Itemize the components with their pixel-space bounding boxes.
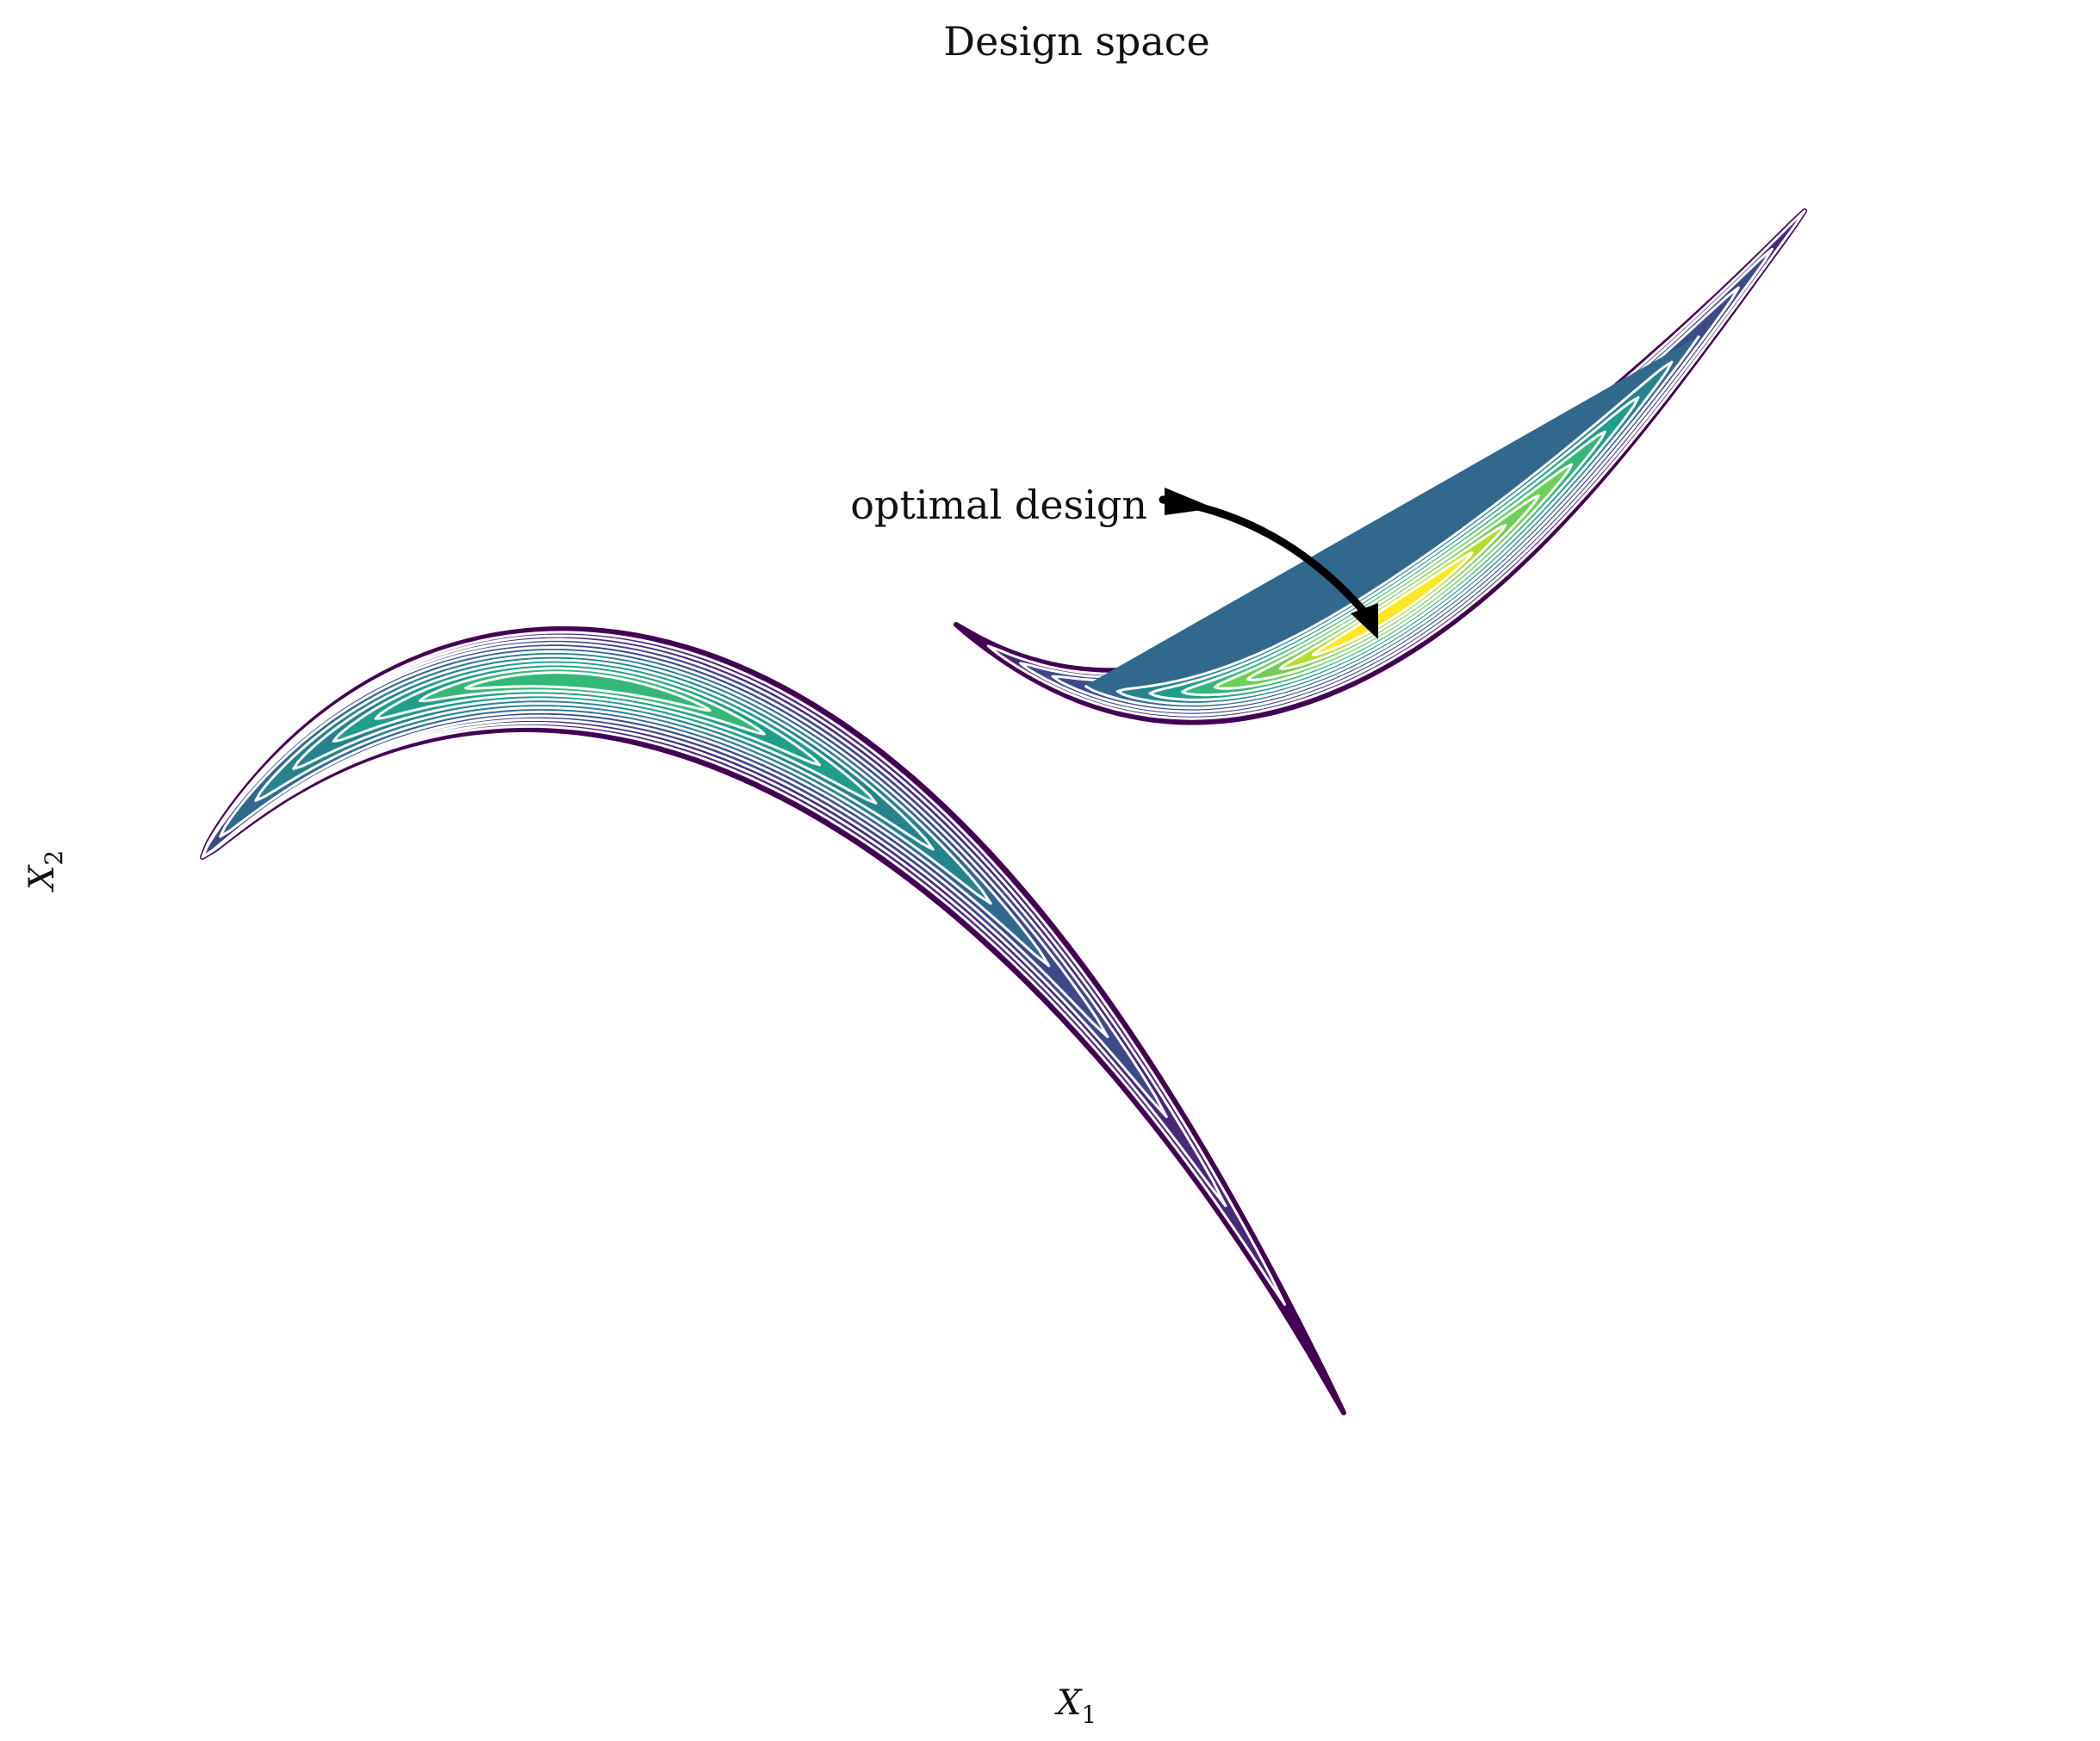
contour-region-lower-left <box>200 626 1346 1415</box>
region-upper-contour-level-7 <box>1181 430 1606 697</box>
region-lower-contour-level-11 <box>464 671 711 712</box>
x-axis-label: X1 <box>1054 1683 1097 1729</box>
x-axis-label-subscript: 1 <box>1081 1701 1097 1729</box>
y-axis-label: X2 <box>22 850 68 892</box>
region-upper-contour-level-10 <box>1278 524 1507 670</box>
arrow-tail <box>1165 488 1215 515</box>
x-axis-label-main: X <box>1054 1683 1083 1723</box>
y-axis-label-main: X <box>22 864 62 892</box>
region-upper-contour-level-6 <box>1148 395 1640 701</box>
annotation-label: optimal design <box>850 482 1147 528</box>
chart-title: Design space <box>943 18 1210 65</box>
region-upper-contour-level-8 <box>1213 463 1574 690</box>
contour-region-upper-right <box>954 208 1807 725</box>
region-upper-contour-level-4 <box>1084 334 1700 710</box>
annotation-arrow <box>1159 488 1378 639</box>
y-axis-label-subscript: 2 <box>40 850 68 866</box>
region-upper-contour-level-9 <box>1246 494 1540 681</box>
arrow-head <box>1351 603 1378 639</box>
